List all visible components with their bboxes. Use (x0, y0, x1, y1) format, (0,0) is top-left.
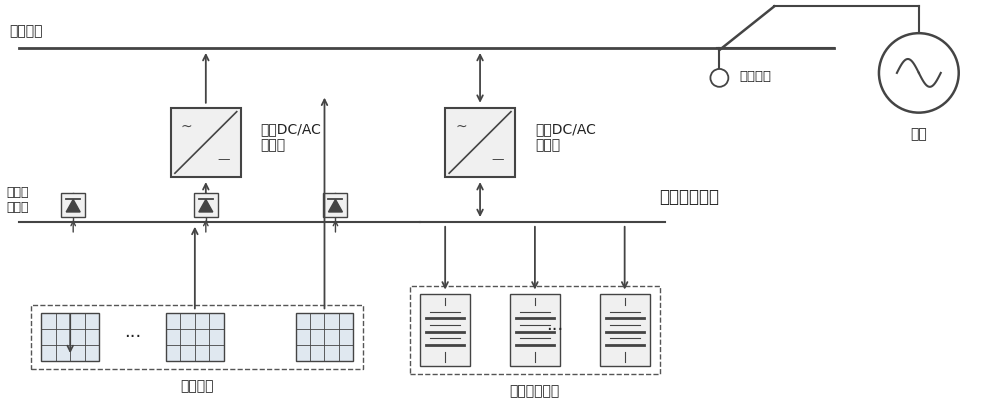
Text: ~: ~ (455, 120, 467, 134)
Text: 交流母线: 交流母线 (9, 24, 43, 38)
Bar (296, 313, 353, 361)
Text: ~: ~ (181, 120, 192, 134)
Text: 光伏阵列: 光伏阵列 (181, 379, 214, 393)
Text: 电网: 电网 (910, 128, 927, 141)
Bar (41, 313, 99, 361)
Text: ···: ··· (124, 328, 141, 346)
Bar (600, 294, 650, 366)
Polygon shape (328, 199, 342, 212)
Polygon shape (199, 199, 213, 212)
Bar (166, 313, 224, 361)
Bar (410, 286, 660, 374)
Text: 防逆流
二极管: 防逆流 二极管 (6, 186, 29, 214)
Bar (61, 193, 85, 217)
Bar (510, 294, 560, 366)
Text: 电池储能系统: 电池储能系统 (510, 384, 560, 398)
Bar (194, 193, 218, 217)
Bar (420, 294, 470, 366)
Text: 并网开关: 并网开关 (739, 70, 771, 83)
Bar (445, 108, 515, 177)
Text: —: — (217, 153, 230, 166)
Text: ···: ··· (546, 321, 563, 339)
Circle shape (710, 69, 728, 87)
Bar (323, 193, 347, 217)
Bar (171, 108, 241, 177)
Text: 储能DC/AC
变流器: 储能DC/AC 变流器 (535, 122, 596, 153)
Text: 交流输出接口: 交流输出接口 (660, 188, 720, 206)
Polygon shape (66, 199, 80, 212)
Circle shape (879, 33, 959, 113)
Text: —: — (491, 153, 504, 166)
Text: 光伏DC/AC
变流器: 光伏DC/AC 变流器 (261, 122, 322, 153)
Bar (31, 305, 363, 369)
